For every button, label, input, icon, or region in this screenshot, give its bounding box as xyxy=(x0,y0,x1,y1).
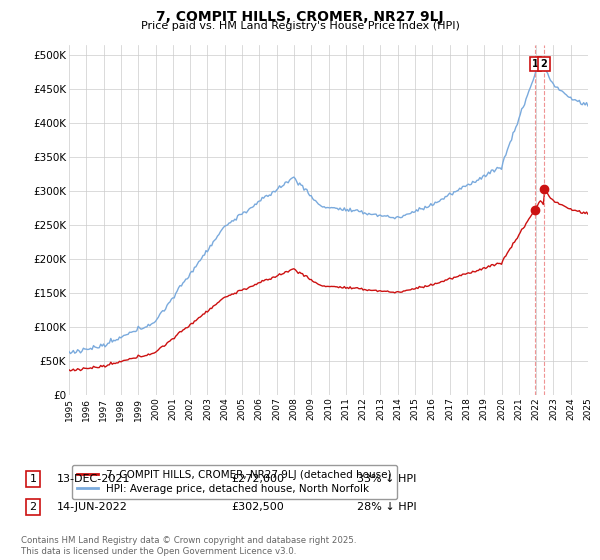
Text: 13-DEC-2021: 13-DEC-2021 xyxy=(57,474,131,484)
Text: 2: 2 xyxy=(29,502,37,512)
Text: 14-JUN-2022: 14-JUN-2022 xyxy=(57,502,128,512)
Text: £302,500: £302,500 xyxy=(231,502,284,512)
Text: 7, COMPIT HILLS, CROMER, NR27 9LJ: 7, COMPIT HILLS, CROMER, NR27 9LJ xyxy=(156,10,444,24)
Text: 33% ↓ HPI: 33% ↓ HPI xyxy=(357,474,416,484)
Text: Price paid vs. HM Land Registry's House Price Index (HPI): Price paid vs. HM Land Registry's House … xyxy=(140,21,460,31)
Text: Contains HM Land Registry data © Crown copyright and database right 2025.
This d: Contains HM Land Registry data © Crown c… xyxy=(21,536,356,556)
Legend: 7, COMPIT HILLS, CROMER, NR27 9LJ (detached house), HPI: Average price, detached: 7, COMPIT HILLS, CROMER, NR27 9LJ (detac… xyxy=(71,465,397,500)
Text: 1: 1 xyxy=(532,59,539,69)
Text: 2: 2 xyxy=(541,59,547,69)
Text: 28% ↓ HPI: 28% ↓ HPI xyxy=(357,502,416,512)
Text: 1: 1 xyxy=(29,474,37,484)
Text: £272,000: £272,000 xyxy=(231,474,284,484)
